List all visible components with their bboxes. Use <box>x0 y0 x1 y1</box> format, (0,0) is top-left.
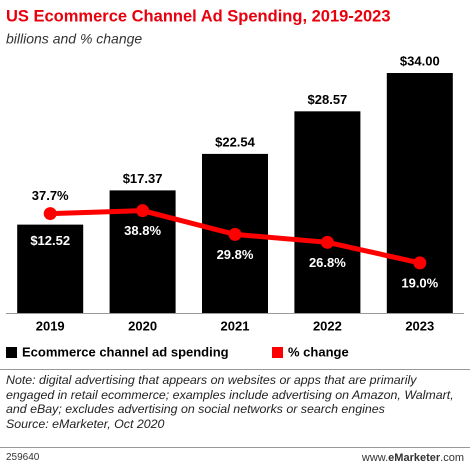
bar <box>17 224 84 313</box>
legend-swatch <box>6 347 17 358</box>
bar-value-label: $22.54 <box>215 134 256 149</box>
chart-subtitle: billions and % change <box>6 31 142 47</box>
line-point <box>43 207 57 221</box>
legend-label: % change <box>288 344 349 359</box>
bar <box>294 111 361 314</box>
legend-swatch <box>272 347 283 358</box>
site-prefix: www. <box>361 452 389 464</box>
chart-id: 259640 <box>6 452 40 463</box>
x-tick-label: 2022 <box>313 318 342 333</box>
line-point <box>413 256 427 270</box>
bar-value-label: $28.57 <box>308 92 348 107</box>
source: Source: eMarketer, Oct 2020 <box>6 416 165 431</box>
line-value-label: 37.7% <box>32 188 69 203</box>
chart-title: US Ecommerce Channel Ad Spending, 2019-2… <box>6 7 391 25</box>
line-value-label: 38.8% <box>124 223 161 238</box>
site-brand: eMarketer <box>388 452 441 464</box>
line-point <box>228 227 242 241</box>
x-tick-label: 2023 <box>405 318 434 333</box>
line-point <box>320 235 334 249</box>
line-point <box>136 204 150 218</box>
site: www.eMarketer.com <box>362 452 464 464</box>
site-suffix: .com <box>440 452 464 464</box>
bar-value-label: $17.37 <box>123 171 163 186</box>
x-tick-label: 2021 <box>221 318 250 333</box>
line-value-label: 26.8% <box>309 255 346 270</box>
note-text: Note: digital advertising that appears o… <box>6 373 454 416</box>
line-value-label: 29.8% <box>217 247 254 262</box>
line-value-label: 19.0% <box>401 275 438 290</box>
x-tick-label: 2019 <box>36 318 65 333</box>
bar <box>386 73 453 313</box>
note: Note: digital advertising that appears o… <box>6 373 462 431</box>
bar-value-label: $12.52 <box>30 233 70 248</box>
bar-value-label: $34.00 <box>400 53 440 68</box>
x-tick-label: 2020 <box>128 318 157 333</box>
legend-label: Ecommerce channel ad spending <box>22 344 229 359</box>
